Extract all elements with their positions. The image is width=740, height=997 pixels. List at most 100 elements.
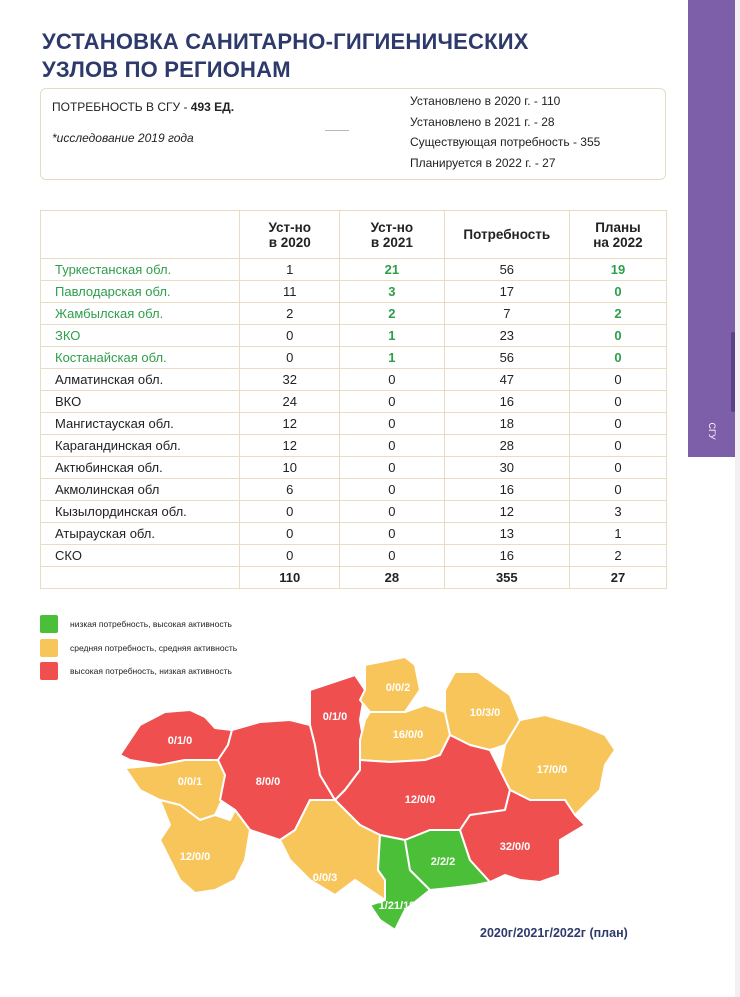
legend-swatch [40,615,58,633]
table-cell: 0 [339,434,445,457]
table-cell: 2 [568,302,668,325]
table-cell: 56 [443,258,570,281]
region-label: 10/3/0 [470,707,501,719]
title-line: УСТАНОВКА САНИТАРНО-ГИГИЕНИЧЕСКИХ [42,29,529,54]
need-value: 493 ЕД. [190,100,235,114]
table-cell: 0 [339,544,445,567]
table-cell: 2 [568,544,668,567]
region [404,829,491,891]
region-name: ВКО [39,390,241,413]
legend-swatch [40,639,58,657]
table-row: Костанайская обл. 0 1 56 0 [39,346,668,369]
table-row: Павлодарская обл. 11 3 17 0 [39,280,668,303]
table-cell: 0 [339,368,445,391]
table-cell: 2 [339,302,445,325]
region-name: Актюбинская обл. [39,456,241,479]
table-cell: 0 [239,346,341,369]
table-cell: 0 [339,456,445,479]
table-cell: 2 [239,302,341,325]
region-name: ЗКО [39,324,241,347]
table-cell: 23 [443,324,570,347]
header-cell [39,210,241,259]
table-cell: 0 [568,412,668,435]
region-label: 12/0/0 [405,794,436,806]
table-cell: 32 [239,368,341,391]
region-label: 12/0/0 [180,851,211,863]
table-row: Мангистауская обл. 12 0 18 0 [39,412,668,435]
table-cell: 28 [443,434,570,457]
title: УСТАНОВКА САНИТАРНО-ГИГИЕНИЧЕСКИХ УЗЛОВ … [42,28,529,84]
table-row: Алматинская обл. 32 0 47 0 [39,368,668,391]
table-cell: 19 [568,258,668,281]
total-cell: 110 [239,566,341,589]
summary-box [40,88,666,180]
region [459,789,586,883]
table-row: Туркестанская обл. 1 21 56 19 [39,258,668,281]
table-cell: 0 [339,390,445,413]
region-name: СКО [39,544,241,567]
totals-row: 110 28 355 27 [39,566,668,589]
region-name: Кызылординская обл. [39,500,241,523]
table-cell: 18 [443,412,570,435]
map: 0/1/0 0/0/1 8/0/0 12/0/0 0/1/0 0/0/2 16/0/0 10/… [119,656,616,931]
table-cell: 24 [239,390,341,413]
region-label: 17/0/0 [537,764,568,776]
region [159,799,251,894]
need: ПОТРЕБНОСТЬ В СГУ - 493 ЕД. [52,100,234,114]
region-name: Костанайская обл. [39,346,241,369]
table-cell: 0 [239,522,341,545]
table-cell: 0 [239,500,341,523]
table-cell: 56 [443,346,570,369]
region-label: 0/0/1 [178,776,202,788]
table-cell: 47 [443,368,570,391]
table-cell: 0 [568,434,668,457]
table-cell: 16 [443,478,570,501]
edge [735,0,740,997]
region-label: 1/21/19 [379,900,416,912]
summary-item: Планируется в 2022 г. - 27 [410,156,556,171]
legend-label: средняя потребность, средняя активность [70,643,238,653]
region-name: Атырауская обл. [39,522,241,545]
sidebar-tab[interactable]: СГУ [707,422,717,440]
table-row: ВКО 24 0 16 0 [39,390,668,413]
scrollbar[interactable] [731,332,735,412]
header-cell: Потребность [443,210,570,259]
table-row: Акмолинская обл 6 0 16 0 [39,478,668,501]
table-cell: 10 [239,456,341,479]
need-label: ПОТРЕБНОСТЬ В СГУ - [52,100,188,114]
region-name: Мангистауская обл. [39,412,241,435]
table-cell: 3 [339,280,445,303]
table-cell: 0 [568,368,668,391]
table-cell: 11 [239,280,341,303]
table-cell: 16 [443,544,570,567]
table-cell: 12 [239,412,341,435]
region-label: 0/0/3 [313,872,337,884]
header-row: Уст-но в 2020 Уст-но в 2021 Потребность Пла… [39,210,668,259]
region-name: Жамбылская обл. [39,302,241,325]
table-cell: 1 [339,346,445,369]
summary-items: Установлено в 2020 г. - 110 Установлено в… [410,91,600,174]
region-name: Павлодарская обл. [39,280,241,303]
table-cell: 0 [239,324,341,347]
summary-item: Существующая потребность - 355 [410,135,601,150]
total-cell: 27 [568,566,668,589]
region-label: 0/0/2 [386,682,410,694]
table-cell: 0 [339,478,445,501]
region-name: Туркестанская обл. [39,258,241,281]
table: Уст-но в 2020 Уст-но в 2021 Потребность Пла… [39,210,668,589]
table-row: ЗКО 0 1 23 0 [39,324,668,347]
summary-item: Установлено в 2020 г. - 110 [410,94,561,108]
region-label: 16/0/0 [393,729,424,741]
table-cell: 7 [443,302,570,325]
region-label: 0/1/0 [323,711,347,723]
title-line: УЗЛОВ ПО РЕГИОНАМ [42,57,291,82]
table-cell: 0 [568,478,668,501]
table-row: Кызылординская обл. 0 0 12 3 [39,500,668,523]
note: *исследование 2019 года [52,131,194,145]
header-cell: Уст-но в 2020 [239,210,341,259]
region-name: Акмолинская обл [39,478,241,501]
region-name: Алматинская обл. [39,368,241,391]
table-cell: 0 [568,346,668,369]
table-row: Актюбинская обл. 10 0 30 0 [39,456,668,479]
